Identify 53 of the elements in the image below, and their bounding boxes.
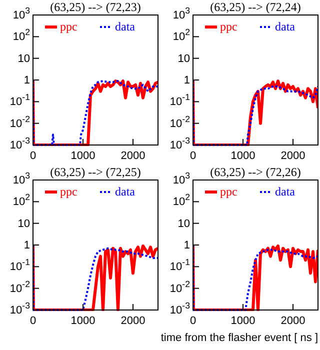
y-tick-label: 10 [18,218,30,230]
y-tick-label: 10 [178,218,190,230]
y-tick-label: 10$^{2}$ [172,27,190,44]
chart-title: (63,25) --> (72,26) [210,165,301,179]
y-tick-label: 10$^{-1}$ [10,257,30,274]
legend-label: ppc [220,184,238,199]
x-tick-label: 2000 [280,150,306,162]
y-tick-label: 10 [18,52,30,65]
y-tick-label: 10$^{-3}$ [170,136,190,152]
y-tick-label: 10$^{3}$ [12,6,30,22]
chart-title: (63,25) --> (72,24) [210,0,301,14]
y-tick-label: 1 [184,74,190,87]
y-tick-label: 10$^{-2}$ [170,114,190,130]
legend-label: ppc [60,20,78,34]
y-tick-label: 1 [184,240,190,252]
legend-label: data [275,20,296,34]
legend-label: data [115,20,136,34]
legend-label: data [115,184,136,199]
x-tick-label: 0 [190,150,196,162]
y-tick-label: 10$^{-3}$ [170,300,190,317]
x-tick-label: 2000 [120,314,146,327]
y-tick-label: 10$^{-1}$ [170,92,190,108]
x-tick-label: 1000 [70,314,96,327]
y-tick-label: 10$^{3}$ [172,6,190,22]
y-tick-label: 10$^{-3}$ [10,136,30,152]
y-tick-label: 10$^{2}$ [12,27,30,44]
y-tick-label: 10$^{-3}$ [10,300,30,317]
x-tick-label: 0 [190,314,196,327]
x-tick-label: 0 [30,314,36,327]
y-tick-label: 10$^{-2}$ [170,278,190,295]
y-tick-label: 1 [24,74,30,87]
y-tick-label: 10$^{3}$ [12,170,30,187]
y-tick-label: 10$^{-2}$ [10,278,30,295]
y-tick-label: 10$^{-1}$ [10,92,30,108]
y-tick-label: 10$^{2}$ [172,192,190,208]
chart-title: (63,25) --> (72,23) [50,0,141,14]
y-tick-label: 10$^{2}$ [12,192,30,208]
legend-label: ppc [60,184,78,199]
x-tick-label: 2000 [120,150,146,162]
chart-title: (63,25) --> (72,25) [50,165,141,179]
x-tick-label: 1000 [230,314,256,327]
y-tick-label: 10 [178,52,190,65]
x-tick-label: 1000 [230,150,256,162]
y-tick-label: 10$^{3}$ [172,170,190,187]
x-tick-label: 1000 [70,150,96,162]
x-tick-label: 0 [30,150,36,162]
y-tick-label: 1 [24,240,30,252]
legend-label: data [275,184,296,199]
x-axis-title: time from the flasher event [ ns ] [160,332,318,344]
y-tick-label: 10$^{-2}$ [10,114,30,130]
y-tick-label: 10$^{-1}$ [170,257,190,274]
x-tick-label: 2000 [280,314,306,327]
legend-label: ppc [220,20,238,34]
